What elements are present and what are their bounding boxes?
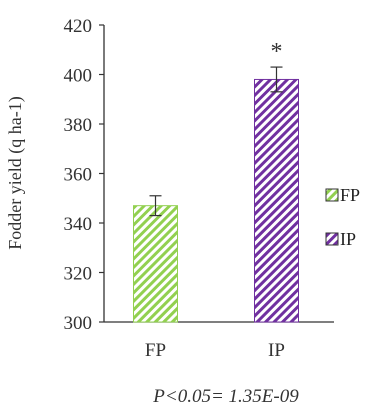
y-tick-label-320: 320 <box>64 264 93 285</box>
y-tick-label-340: 340 <box>64 214 93 235</box>
legend-swatch-fp <box>325 188 339 202</box>
x-tick-label-ip: IP <box>268 340 285 361</box>
y-tick-label-300: 300 <box>64 313 93 334</box>
legend-label-fp: FP <box>340 185 360 205</box>
significance-star: * <box>271 39 283 65</box>
error-bar-ip <box>270 66 283 93</box>
bar-fp <box>133 205 178 323</box>
bar-ip <box>254 78 299 323</box>
y-tick-label-380: 380 <box>64 115 93 136</box>
x-tick-label-fp: FP <box>145 340 166 361</box>
legend-swatch-ip <box>325 232 339 246</box>
y-axis-label: Fodder yield (q ha-1) <box>5 96 26 249</box>
error-bar-fp <box>149 195 162 217</box>
y-tick-label-360: 360 <box>64 165 93 186</box>
legend-label-ip: IP <box>340 229 356 249</box>
y-tick-label-420: 420 <box>64 16 93 37</box>
legend: FP IP <box>325 185 360 249</box>
p-value-annotation: P<0.05= 1.35E-09 <box>152 386 299 407</box>
y-tick-label-400: 400 <box>64 66 93 87</box>
